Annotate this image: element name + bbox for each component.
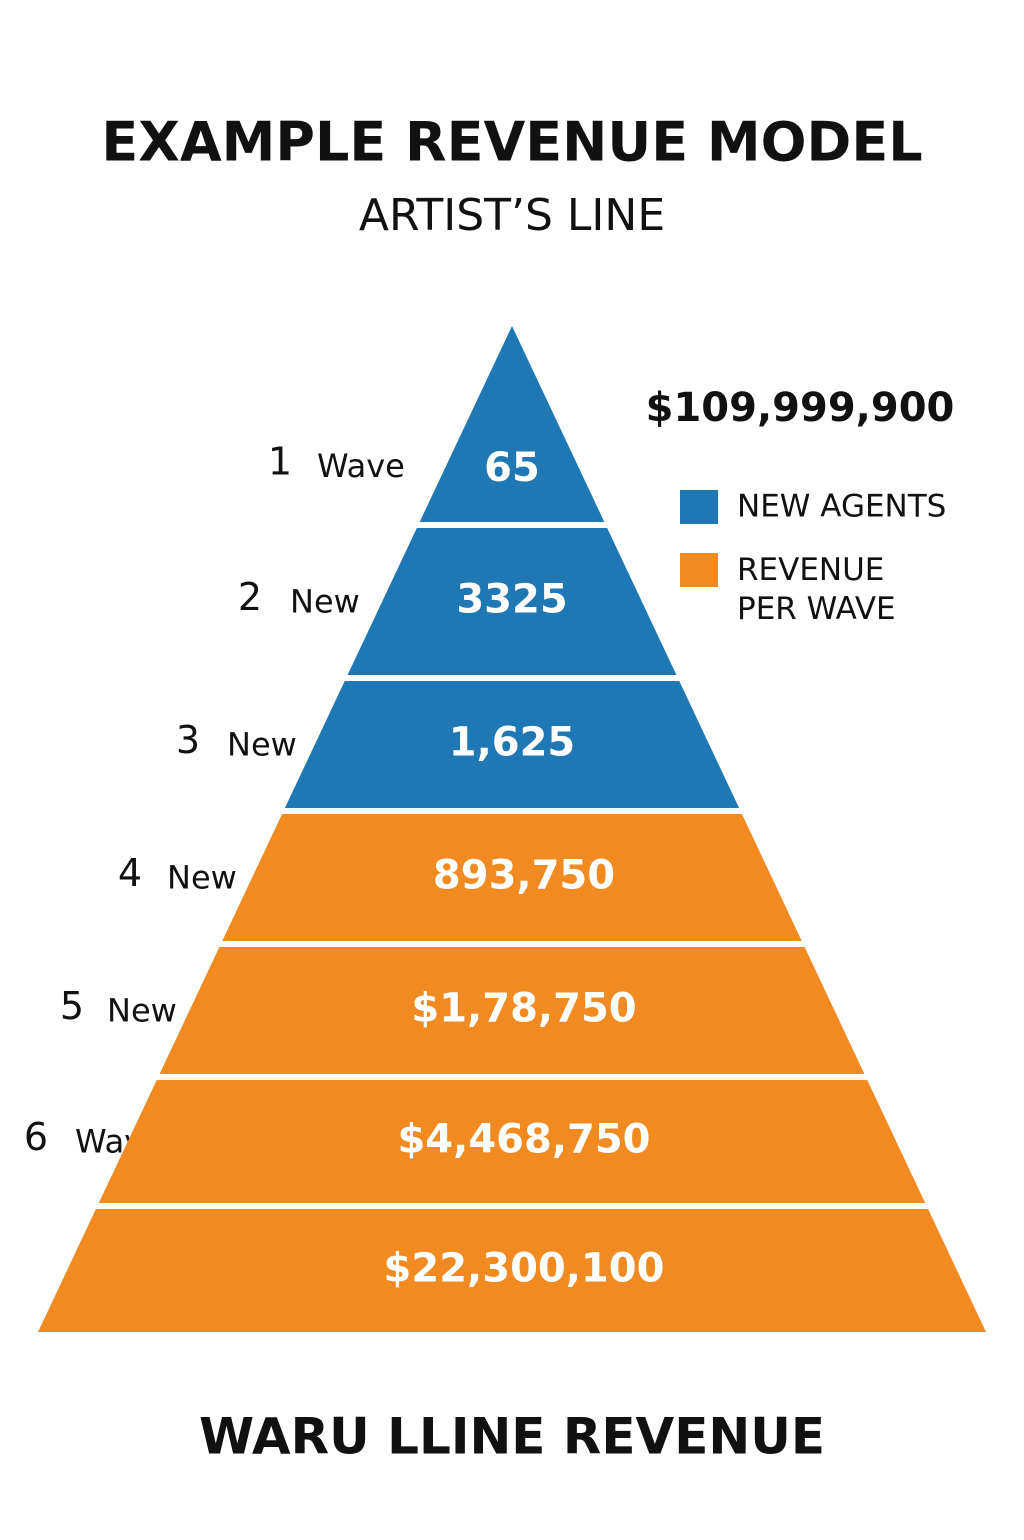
legend-label: REVENUE PER WAVE bbox=[737, 552, 896, 627]
tier bbox=[284, 681, 740, 808]
tier-number: 6 bbox=[24, 1115, 48, 1159]
legend-swatch bbox=[680, 490, 718, 524]
tier-word: New bbox=[107, 992, 177, 1030]
tier-value: 893,750 bbox=[433, 853, 615, 899]
tier bbox=[347, 528, 677, 675]
subtitle: ARTIST’S LINE bbox=[359, 190, 665, 241]
pyramid: 65 3325 1,625 893,750 $1,78,750 $4,468,750 $22… bbox=[38, 326, 986, 1332]
tier-number: 5 bbox=[60, 984, 84, 1028]
tier-value: 3325 bbox=[456, 577, 567, 623]
tier bbox=[98, 1080, 926, 1203]
tier-value: $4,468,750 bbox=[397, 1117, 650, 1163]
legend-label: NEW AGENTS bbox=[737, 489, 946, 525]
footer: WARU LLINE REVENUE bbox=[199, 1408, 825, 1466]
tier-word: Wave bbox=[317, 447, 405, 485]
legend: NEW AGENTS REVENUE PER WAVE bbox=[680, 489, 946, 627]
legend-swatch bbox=[680, 553, 718, 587]
tier-value: 65 bbox=[484, 445, 540, 491]
tier bbox=[222, 814, 802, 941]
tier-value: 1,625 bbox=[449, 720, 576, 766]
tier-word: New bbox=[227, 726, 297, 764]
tier-word: New bbox=[167, 859, 237, 897]
title: EXAMPLE REVENUE MODEL bbox=[101, 111, 922, 174]
tier-number: 1 bbox=[268, 440, 292, 484]
tier-value: $22,300,100 bbox=[384, 1246, 665, 1292]
total: $109,999,900 bbox=[646, 385, 955, 431]
tier-number: 3 bbox=[176, 718, 200, 762]
tier-number: 4 bbox=[118, 851, 142, 895]
tier bbox=[159, 947, 865, 1074]
tier-value: $1,78,750 bbox=[411, 986, 636, 1032]
tier bbox=[38, 1209, 986, 1332]
tier bbox=[419, 326, 605, 522]
tier-number: 2 bbox=[238, 575, 262, 619]
tier-word: New bbox=[290, 583, 360, 621]
